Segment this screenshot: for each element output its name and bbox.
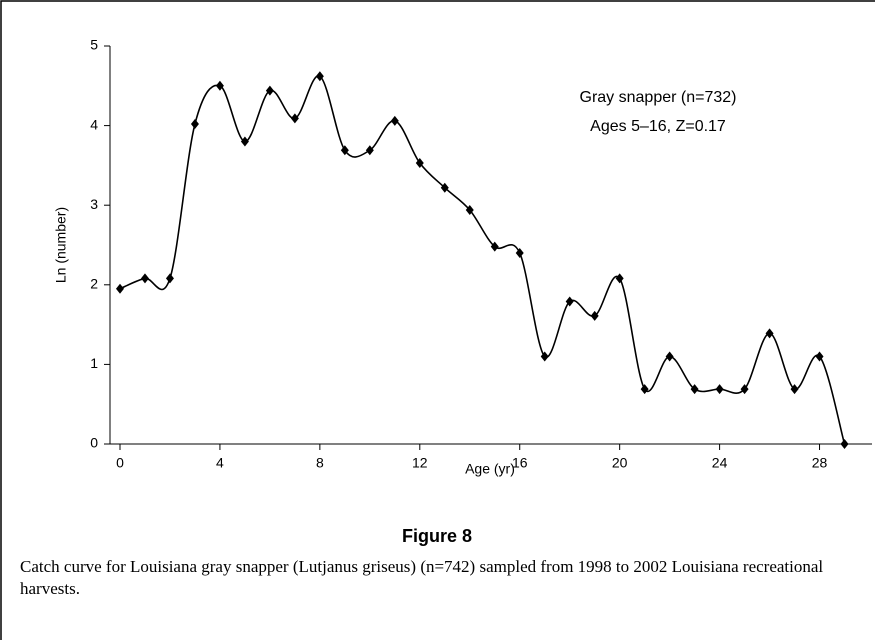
marker: [640, 384, 649, 395]
marker: [215, 80, 224, 91]
marker: [765, 328, 774, 339]
x-tick-label: 0: [116, 455, 124, 471]
marker: [815, 351, 824, 362]
annotation: Gray snapper (n=732): [580, 89, 737, 106]
marker: [340, 145, 349, 156]
figure-label: Figure 8: [402, 526, 472, 546]
line: [119, 75, 846, 445]
y-axis-title: Ln (number): [53, 207, 69, 283]
marker: [190, 119, 199, 130]
marker: [615, 273, 624, 284]
x-tick-label: 28: [812, 455, 828, 471]
marker: [415, 158, 424, 169]
marker: [240, 136, 249, 147]
y-tick-label: 1: [90, 355, 98, 371]
marker: [565, 296, 574, 307]
x-tick-label: 8: [316, 455, 324, 471]
y-tick-label: 4: [90, 116, 98, 132]
marker: [740, 384, 749, 395]
x-tick-label: 4: [216, 455, 224, 471]
caption: Catch curve for Louisiana gray snapper (…: [20, 557, 824, 598]
marker: [665, 351, 674, 362]
marker: [140, 273, 149, 284]
marker: [115, 283, 124, 294]
x-tick-label: 24: [712, 455, 728, 471]
marker: [465, 204, 474, 215]
marker: [715, 384, 724, 395]
marker: [590, 310, 599, 321]
y-tick-label: 2: [90, 276, 98, 292]
marker: [390, 115, 399, 126]
annotation: Ages 5–16, Z=0.17: [590, 118, 726, 135]
marker: [515, 247, 524, 258]
marker: [440, 182, 449, 193]
marker: [840, 439, 849, 449]
marker: [790, 384, 799, 395]
x-tick-label: 20: [612, 455, 628, 471]
y-tick-label: 0: [90, 435, 98, 451]
marker: [540, 351, 549, 362]
marker: [490, 241, 499, 252]
marker: [165, 273, 174, 284]
marker: [365, 145, 374, 156]
marker: [690, 384, 699, 395]
x-tick-label: 12: [412, 455, 428, 471]
x-tick-label: 16: [512, 455, 528, 471]
x-axis-title: Age (yr): [465, 461, 515, 477]
marker: [315, 71, 324, 82]
marker: [265, 85, 274, 96]
y-tick-label: 3: [90, 196, 98, 212]
y-tick-label: 5: [90, 37, 98, 53]
marker: [290, 113, 299, 124]
